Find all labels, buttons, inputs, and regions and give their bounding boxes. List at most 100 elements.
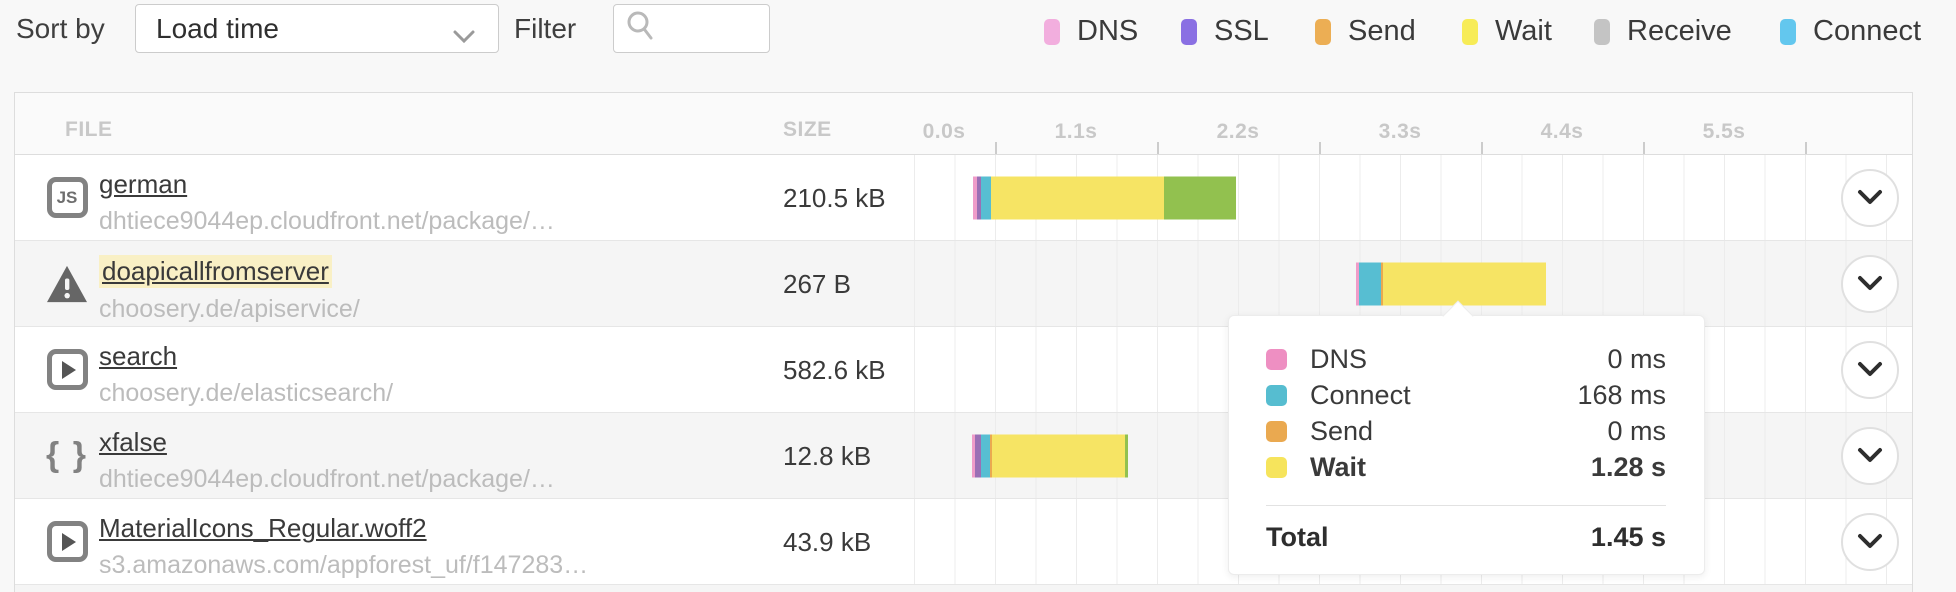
size-column-header: SIZE — [783, 118, 832, 141]
filter-label: Filter — [514, 13, 577, 44]
media-file-icon — [39, 327, 95, 412]
file-size: 43.9 kB — [783, 527, 872, 557]
tooltip-total-row: Total 1.45 s — [1266, 522, 1666, 552]
timeline-cell — [914, 155, 1912, 240]
ssl-segment — [977, 176, 981, 219]
legend-item-connect: Connect — [1780, 15, 1921, 48]
file-url: dhtiece9044ep.cloudfront.net/package/… — [99, 465, 555, 493]
file-url: s3.amazonaws.com/appforest_uf/f147283… — [99, 551, 589, 579]
table-row: doapicallfromserver choosery.de/apiservi… — [15, 241, 1912, 327]
chevron-down-icon — [1858, 361, 1882, 376]
file-url: choosery.de/elasticsearch/ — [99, 379, 394, 407]
toolbar: Sort by Load time Filter DNS SSL Send — [0, 0, 1956, 60]
warning-icon — [39, 241, 95, 326]
axis-tick-mark — [1805, 142, 1807, 154]
chevron-down-icon — [1858, 447, 1882, 462]
dns-segment — [972, 434, 975, 477]
tooltip-divider — [1266, 505, 1666, 506]
axis-tick-label: 2.2s — [1216, 120, 1260, 143]
receive-segment — [1125, 434, 1128, 477]
axis-tick-label: 5.5s — [1702, 120, 1746, 143]
tooltip-row-wait: Wait 1.28 s — [1266, 449, 1666, 485]
file-link[interactable]: german — [99, 169, 188, 199]
axis-tick-label: 0.0s — [922, 120, 966, 143]
ssl-color-swatch — [1181, 18, 1197, 45]
send-color-swatch — [1266, 420, 1287, 442]
axis-tick-label: 3.3s — [1378, 120, 1422, 143]
waterfall-bar[interactable] — [972, 434, 1128, 477]
sort-by-value: Load time — [156, 12, 279, 44]
axis-tick-label: 4.4s — [1540, 120, 1584, 143]
timing-tooltip: DNS 0 ms Connect 168 ms Send 0 ms Wait 1… — [1228, 300, 1705, 575]
filter-input[interactable] — [656, 14, 756, 43]
connect-segment — [981, 434, 990, 477]
chevron-down-icon — [1858, 533, 1882, 548]
axis-tick-mark — [1643, 142, 1645, 154]
file-link[interactable]: xfalse — [99, 427, 167, 457]
file-size: 210.5 kB — [783, 183, 886, 213]
wait-segment — [1383, 262, 1546, 305]
filter-search-box[interactable] — [613, 4, 770, 53]
tooltip-row-connect: Connect 168 ms — [1266, 377, 1666, 413]
sort-by-select[interactable]: Load time — [135, 4, 499, 53]
wait-segment — [992, 434, 1125, 477]
waterfall-bar[interactable] — [1356, 262, 1546, 305]
file-link[interactable]: MaterialIcons_Regular.woff2 — [99, 513, 427, 543]
dns-segment — [973, 176, 977, 219]
expand-row-button[interactable] — [1841, 340, 1899, 399]
dns-color-swatch — [1044, 18, 1060, 45]
dns-color-swatch — [1266, 348, 1287, 370]
connect-segment — [1359, 262, 1381, 305]
file-url: dhtiece9044ep.cloudfront.net/package/… — [99, 207, 555, 235]
expand-row-button[interactable] — [1841, 426, 1899, 485]
table-row — [15, 585, 1912, 592]
expand-row-button[interactable] — [1841, 512, 1899, 571]
file-size: 582.6 kB — [783, 355, 886, 385]
file-size: 267 B — [783, 269, 851, 299]
expand-row-button[interactable] — [1841, 168, 1899, 227]
file-column-header: FILE — [65, 118, 113, 141]
timeline-cell — [914, 241, 1912, 326]
chevron-down-icon — [1858, 189, 1882, 204]
file-link[interactable]: doapicallfromserver — [99, 255, 332, 288]
file-link[interactable]: search — [99, 341, 178, 371]
sort-by-label: Sort by — [16, 13, 105, 44]
axis-tick-mark — [1319, 142, 1321, 154]
legend-item-send: Send — [1315, 15, 1416, 48]
media-file-icon — [39, 499, 95, 584]
tooltip-row-dns: DNS 0 ms — [1266, 341, 1666, 377]
axis-tick-mark — [995, 142, 997, 154]
receive-color-swatch — [1594, 18, 1610, 45]
connect-color-swatch — [1266, 384, 1287, 406]
json-file-icon: { } — [46, 436, 88, 474]
send-color-swatch — [1315, 18, 1331, 45]
wait-segment — [991, 176, 1164, 219]
file-size: 12.8 kB — [783, 441, 872, 471]
chevron-down-icon — [1858, 275, 1882, 290]
file-url: choosery.de/apiservice/ — [99, 295, 360, 323]
receive-segment — [1164, 176, 1236, 219]
send-segment — [990, 434, 992, 477]
dns-segment — [1356, 262, 1359, 305]
wait-color-swatch — [1266, 456, 1287, 478]
expand-row-button[interactable] — [1841, 254, 1899, 313]
chevron-down-icon — [452, 21, 476, 53]
connect-segment — [981, 176, 991, 219]
waterfall-bar[interactable] — [973, 176, 1236, 219]
ssl-segment — [975, 434, 981, 477]
wait-color-swatch — [1462, 18, 1478, 45]
axis-tick-label: 1.1s — [1054, 120, 1098, 143]
table-header: FILE SIZE 0.0s 1.1s 2.2s 3.3s 4.4s 5.5s — [15, 93, 1912, 155]
timeline-axis: 0.0s 1.1s 2.2s 3.3s 4.4s 5.5s — [914, 93, 1912, 154]
legend-item-ssl: SSL — [1181, 15, 1269, 48]
js-file-icon: JS — [39, 155, 95, 240]
legend-item-wait: Wait — [1462, 15, 1552, 48]
send-segment — [1381, 262, 1383, 305]
search-icon — [624, 9, 656, 48]
tooltip-row-send: Send 0 ms — [1266, 413, 1666, 449]
legend-item-dns: DNS — [1044, 15, 1138, 48]
axis-tick-mark — [1481, 142, 1483, 154]
table-row: JS german dhtiece9044ep.cloudfront.net/p… — [15, 155, 1912, 241]
legend-item-receive: Receive — [1594, 15, 1732, 48]
